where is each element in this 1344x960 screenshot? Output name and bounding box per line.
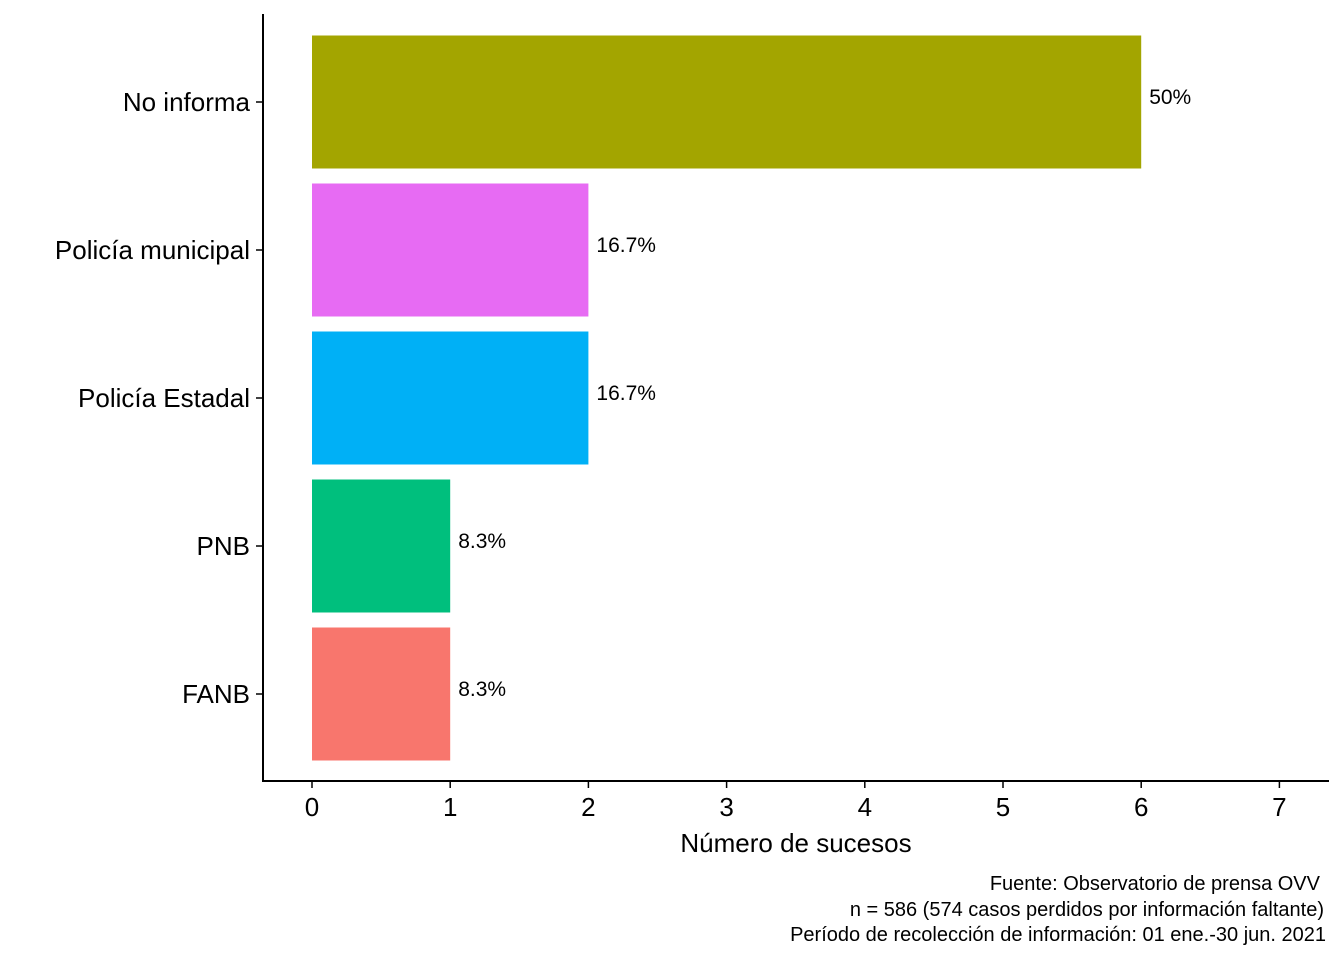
caption: Fuente: Observatorio de prensa OVV n = 5… xyxy=(790,873,1326,946)
bar-policia-estadal xyxy=(312,331,589,465)
caption-line-source: Fuente: Observatorio de prensa OVV xyxy=(990,873,1321,895)
x-axis: 0 1 2 3 4 5 6 7 xyxy=(262,780,1329,822)
y-tick-label-fanb: FANB xyxy=(182,679,250,709)
bar-pnb xyxy=(312,479,451,613)
data-label-no-informa: 50% xyxy=(1149,86,1191,109)
data-labels-layer: 50% 16.7% 16.7% 8.3% 8.3% xyxy=(458,86,1191,701)
x-tick-label-6: 6 xyxy=(1134,792,1148,822)
bar-fanb xyxy=(312,627,451,761)
x-tick-label-0: 0 xyxy=(305,792,319,822)
data-label-policia-estadal: 16.7% xyxy=(596,382,656,405)
data-label-policia-municipal: 16.7% xyxy=(596,234,656,257)
y-tick-label-pnb: PNB xyxy=(197,531,250,561)
x-tick-label-3: 3 xyxy=(719,792,733,822)
x-tick-label-5: 5 xyxy=(996,792,1010,822)
bar-policia-municipal xyxy=(312,183,589,317)
data-label-pnb: 8.3% xyxy=(458,530,506,553)
bar-no-informa xyxy=(312,35,1142,169)
x-tick-label-2: 2 xyxy=(581,792,595,822)
y-tick-label-policia-municipal: Policía municipal xyxy=(55,235,250,265)
y-tick-label-no-informa: No informa xyxy=(123,87,251,117)
y-tick-label-policia-estadal: Policía Estadal xyxy=(78,383,250,413)
x-tick-label-7: 7 xyxy=(1272,792,1286,822)
bars-layer xyxy=(312,35,1142,761)
caption-line-sample-size: n = 586 (574 casos perdidos por informac… xyxy=(850,899,1324,921)
data-label-fanb: 8.3% xyxy=(458,678,506,701)
x-tick-label-1: 1 xyxy=(443,792,457,822)
y-axis: No informa Policía municipal Policía Estad… xyxy=(55,14,264,782)
caption-line-period: Período de recolección de información: 0… xyxy=(790,924,1326,946)
x-tick-label-4: 4 xyxy=(858,792,872,822)
x-axis-title: Número de sucesos xyxy=(680,828,911,858)
